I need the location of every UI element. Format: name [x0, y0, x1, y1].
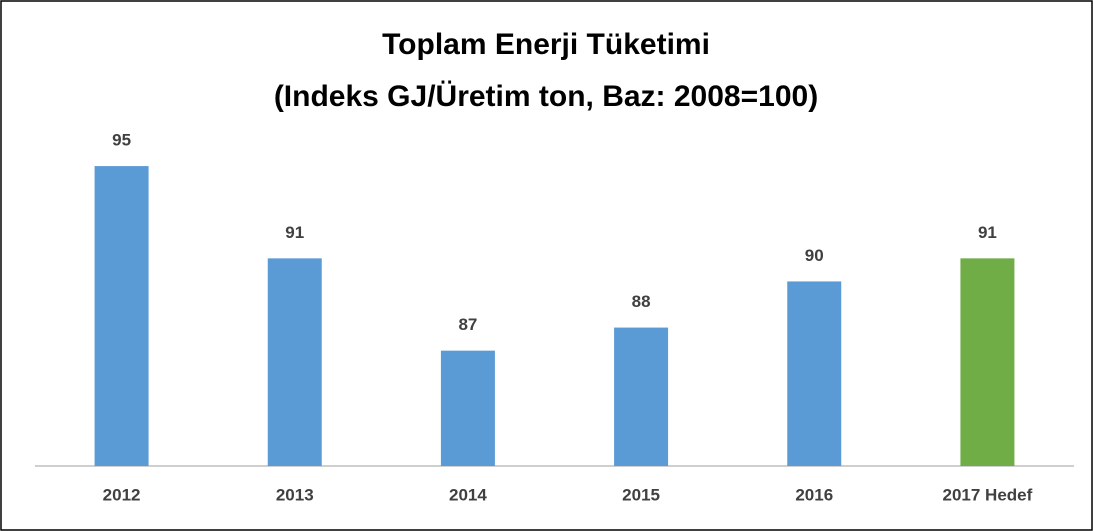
bar: [614, 327, 669, 466]
data-label: 91: [978, 223, 997, 242]
data-label: 90: [805, 246, 824, 265]
x-tick-label: 2016: [795, 485, 833, 504]
data-label: 95: [112, 131, 131, 150]
chart-subtitle: (Indeks GJ/Üretim ton, Baz: 2008=100): [274, 80, 818, 113]
x-tick-label: 2015: [622, 485, 660, 504]
x-tick-label: 2013: [276, 485, 314, 504]
bar: [94, 166, 149, 467]
bar: [267, 258, 322, 466]
x-tick-label: 2012: [103, 485, 141, 504]
data-label: 88: [632, 292, 651, 311]
bar: [787, 281, 842, 466]
data-label: 87: [458, 315, 477, 334]
chart-title: Toplam Enerji Tüketimi: [382, 28, 710, 61]
x-tick-label: 2017 Hedef: [943, 485, 1033, 504]
bar: [440, 350, 495, 466]
bar: [960, 258, 1015, 466]
data-label: 91: [285, 223, 304, 242]
x-tick-label: 2014: [449, 485, 487, 504]
